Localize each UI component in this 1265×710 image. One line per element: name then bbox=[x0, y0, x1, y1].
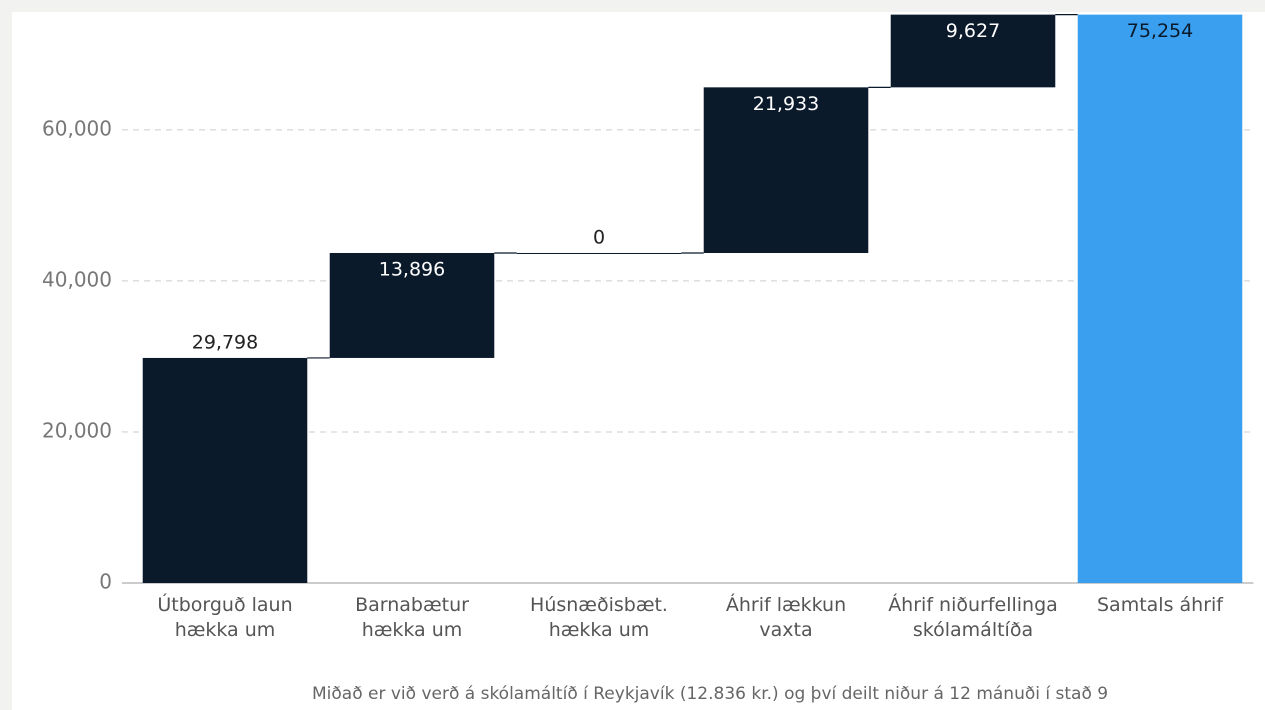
bar bbox=[703, 87, 869, 253]
chart: 0 20,000 40,000 60,000 29,798 13,896 0 21,933 9,… bbox=[12, 12, 1265, 710]
bar bbox=[890, 14, 1056, 88]
value-label: 0 bbox=[593, 226, 605, 248]
y-tick-label: 0 bbox=[99, 570, 112, 594]
chart-svg: 0 20,000 40,000 60,000 29,798 13,896 0 21,933 9,… bbox=[42, 14, 1254, 594]
value-label: 21,933 bbox=[753, 93, 819, 115]
x-tick-label: Áhrif niðurfellinga skólamáltíða bbox=[888, 594, 1058, 641]
y-tick-label: 40,000 bbox=[42, 267, 112, 291]
bar bbox=[142, 357, 308, 583]
value-label: 9,627 bbox=[946, 20, 1000, 42]
bar bbox=[1077, 14, 1243, 583]
x-tick-label: Húsnæðisbæt. hækka um bbox=[530, 594, 668, 641]
value-label: 75,254 bbox=[1127, 20, 1193, 42]
x-tick-label: Samtals áhrif bbox=[1097, 594, 1223, 616]
value-label: 13,896 bbox=[379, 258, 445, 280]
x-tick-label: Barnabætur hækka um bbox=[355, 594, 469, 641]
x-tick-label: Útborguð laun hækka um bbox=[157, 594, 293, 641]
y-tick-label: 60,000 bbox=[42, 116, 112, 140]
bar bbox=[516, 252, 682, 254]
bar bbox=[329, 252, 495, 358]
x-tick-label: Áhrif lækkun vaxta bbox=[725, 594, 847, 641]
y-tick-label: 20,000 bbox=[42, 418, 112, 442]
value-label: 29,798 bbox=[192, 331, 258, 353]
note: Miðað er við verð á skólamáltíð í Reykja… bbox=[312, 684, 1109, 704]
